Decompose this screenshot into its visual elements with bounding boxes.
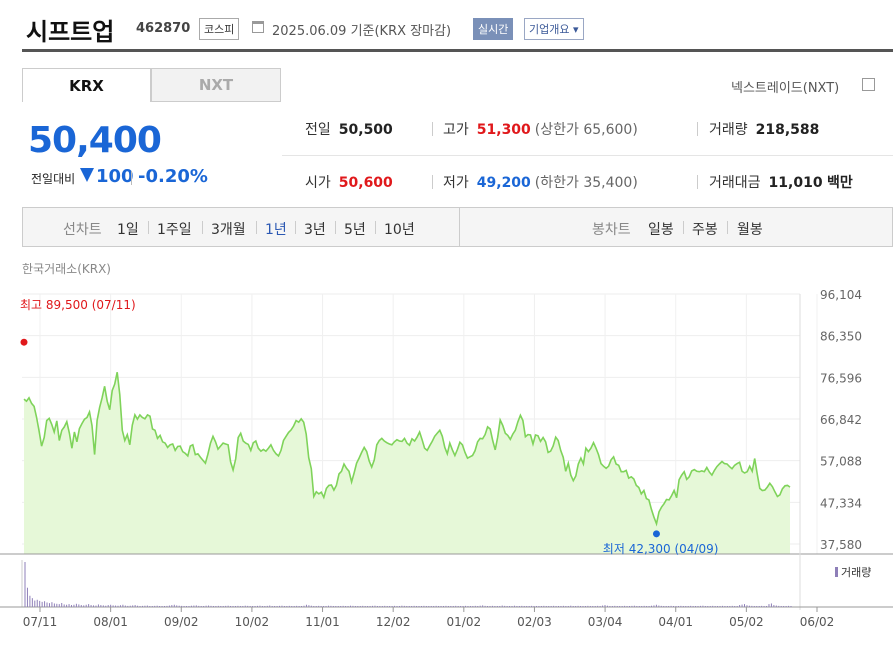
stat-label: 저가: [443, 175, 469, 191]
market-badge: 코스피: [199, 18, 240, 40]
divider: [148, 221, 149, 234]
nexttrade-label: 넥스트레이드(NXT): [731, 81, 840, 96]
stock-name: 시프트업: [26, 18, 115, 46]
volume-legend: 거래량: [835, 564, 871, 580]
min-marker: [652, 530, 660, 538]
min-label: 최저 42,300 (04/09): [603, 542, 719, 556]
stat-value: 50,600: [338, 175, 393, 191]
period-10y[interactable]: 10년: [384, 222, 415, 238]
divider: [432, 122, 433, 136]
period-3y[interactable]: 3년: [304, 222, 326, 238]
divider: [727, 221, 728, 234]
period-1d[interactable]: 1일: [117, 222, 139, 238]
stat-value: 50,500: [338, 122, 393, 138]
period-3m[interactable]: 3개월: [211, 222, 246, 238]
stock-code: 462870: [136, 21, 191, 36]
stat-label: 시가: [305, 175, 331, 191]
upper-limit: (상한가 65,600): [534, 122, 638, 138]
divider: [697, 175, 698, 189]
candle-monthly[interactable]: 월봉: [737, 222, 763, 238]
x-tick-label: 04/01: [658, 615, 693, 629]
current-price: 50,400: [28, 120, 162, 161]
realtime-button[interactable]: 실시간: [473, 18, 514, 40]
stat-volume: 거래량 218,588: [709, 119, 819, 139]
period-5y[interactable]: 5년: [344, 222, 366, 238]
max-marker: [20, 338, 28, 346]
x-tick-label: 08/01: [93, 615, 128, 629]
stat-amount: 거래대금 11,010 백만: [709, 172, 853, 192]
stat-value: 11,010: [768, 175, 823, 191]
tab-krx[interactable]: KRX: [22, 68, 151, 102]
period-1w[interactable]: 1주일: [157, 222, 192, 238]
stock-header: 시프트업 462870 코스피 2025.06.09 기준(KRX 장마감) 실…: [22, 12, 893, 52]
stat-label: 고가: [443, 122, 469, 138]
divider: [683, 221, 684, 234]
y-tick-label: 57,088: [820, 455, 862, 469]
tab-nxt[interactable]: NXT: [151, 68, 281, 102]
lower-limit: (하한가 35,400): [534, 175, 638, 191]
nexttrade-checkbox[interactable]: [862, 78, 875, 91]
divider: [375, 221, 376, 234]
x-tick-label: 02/03: [517, 615, 552, 629]
price-area: [24, 372, 790, 554]
stat-high: 고가 51,300 (상한가 65,600): [443, 119, 638, 139]
x-tick-label: 07/11: [23, 615, 58, 629]
y-tick-label: 47,334: [820, 496, 862, 510]
divider: [202, 221, 203, 234]
stat-value: 218,588: [755, 122, 820, 138]
x-tick-label: 06/02: [800, 615, 835, 629]
stat-label: 거래대금: [709, 175, 761, 191]
stat-label: 거래량: [709, 122, 748, 138]
y-tick-label: 76,596: [820, 371, 862, 385]
stat-prev-close: 전일 50,500: [305, 119, 393, 139]
x-tick-label: 10/02: [235, 615, 270, 629]
stat-unit: 백만: [827, 175, 853, 191]
y-tick-label: 37,580: [820, 538, 862, 552]
stat-low: 저가 49,200 (하한가 35,400): [443, 172, 638, 192]
period-bar: 선차트 1일 1주일 3개월 1년 3년 5년 10년 봉차트 일봉 주봉 월봉: [22, 207, 893, 247]
stat-open: 시가 50,600: [305, 172, 393, 192]
price-chart[interactable]: 96,104 86,350 76,596 66,842 57,088 47,334 37,5…: [0, 280, 893, 653]
stat-value: 49,200: [476, 175, 531, 191]
divider: [335, 221, 336, 234]
x-tick-label: 12/02: [376, 615, 411, 629]
x-tick-label: 11/01: [305, 615, 340, 629]
divider: [295, 221, 296, 234]
calendar-icon: [252, 21, 264, 33]
stat-label: 전일: [305, 122, 331, 138]
candle-chart-label: 봉차트: [592, 222, 631, 238]
change-percent: -0.20%: [138, 166, 208, 187]
divider: [459, 208, 460, 246]
base-date: 2025.06.09 기준(KRX 장마감): [272, 24, 452, 39]
divider: [131, 171, 132, 185]
divider: [256, 221, 257, 234]
change-value: 100: [96, 166, 134, 187]
x-tick-label: 01/02: [447, 615, 482, 629]
volume-legend-label: 거래량: [841, 566, 872, 579]
divider: [697, 122, 698, 136]
y-tick-label: 86,350: [820, 330, 862, 344]
divider: [282, 155, 893, 156]
down-arrow-icon: [80, 168, 94, 182]
corp-info-dropdown[interactable]: 기업개요 ▾: [524, 18, 584, 40]
line-chart-label: 선차트: [63, 222, 102, 238]
data-source: 한국거래소(KRX): [22, 262, 111, 276]
x-tick-label: 03/04: [588, 615, 623, 629]
y-tick-label: 66,842: [820, 413, 862, 427]
candle-daily[interactable]: 일봉: [648, 222, 674, 238]
stat-value: 51,300: [476, 122, 531, 138]
max-label: 최고 89,500 (07/11): [20, 298, 136, 312]
price-line: [23, 372, 791, 527]
x-tick-label: 09/02: [164, 615, 199, 629]
x-tick-label: 05/02: [729, 615, 764, 629]
divider: [432, 175, 433, 189]
period-1y[interactable]: 1년: [265, 222, 287, 238]
volume-legend-swatch: [835, 567, 838, 577]
candle-weekly[interactable]: 주봉: [692, 222, 718, 238]
change-label: 전일대비: [31, 172, 76, 186]
y-tick-label: 96,104: [820, 288, 862, 302]
